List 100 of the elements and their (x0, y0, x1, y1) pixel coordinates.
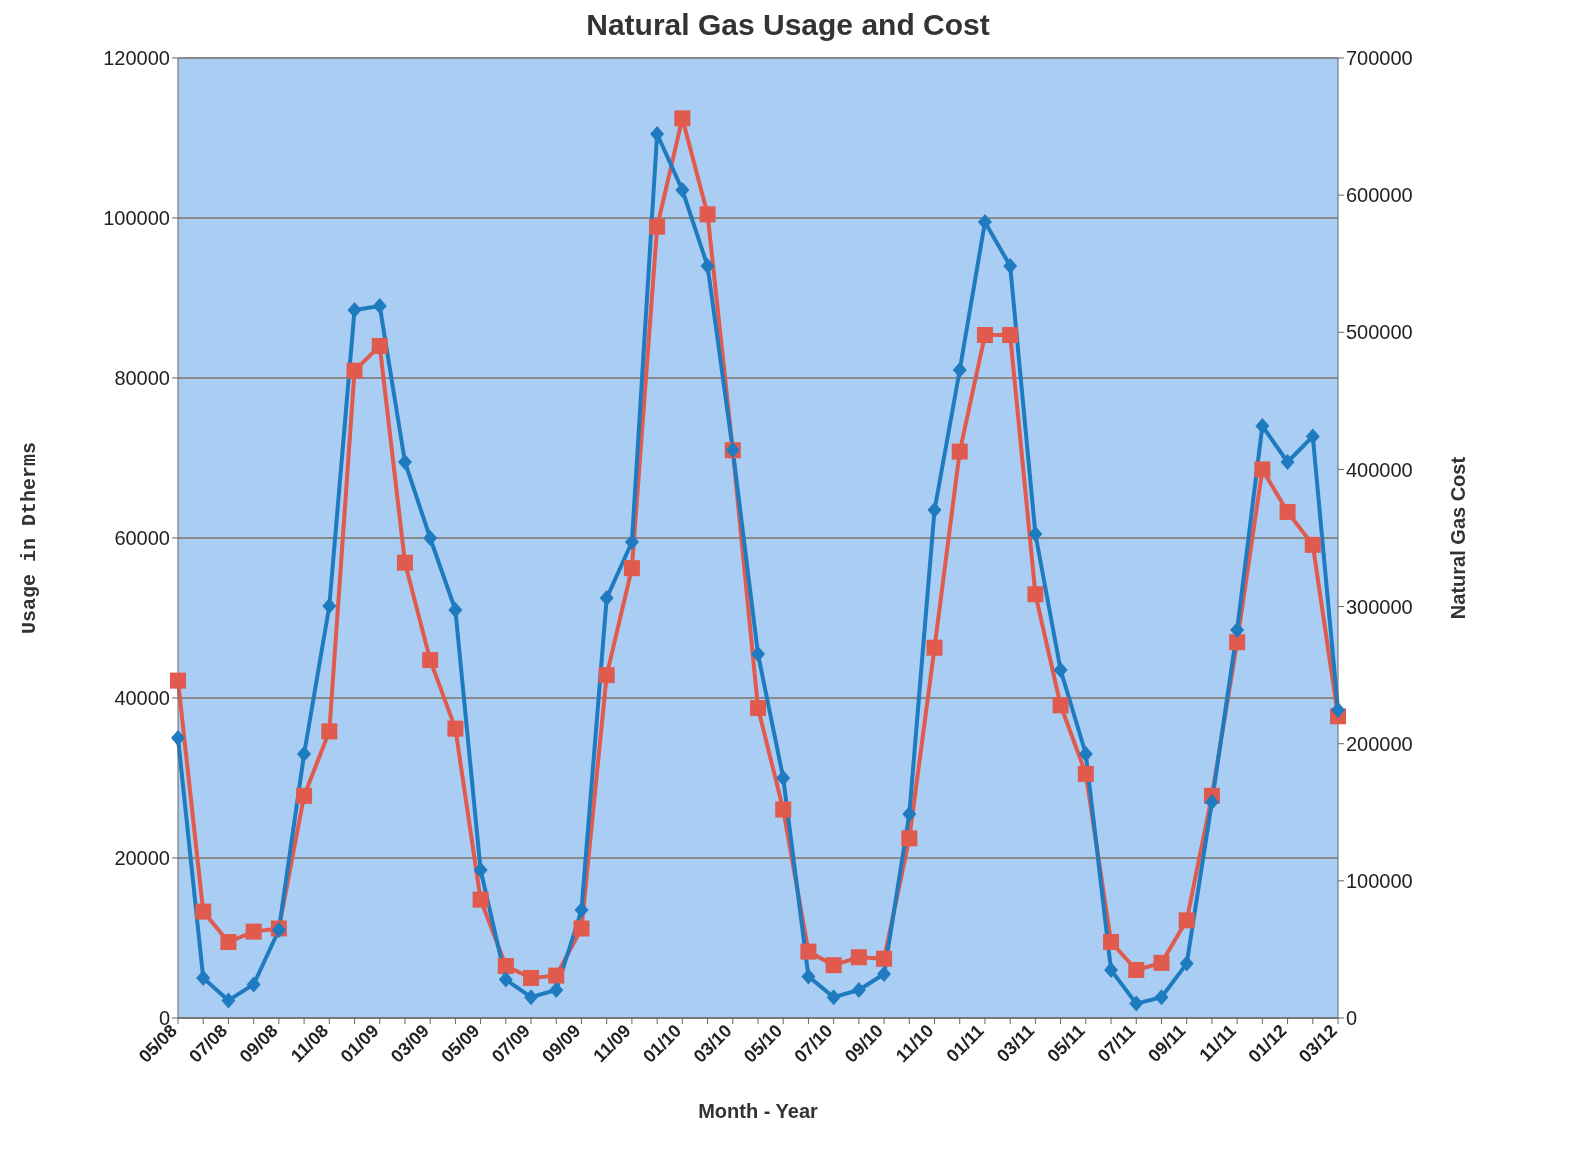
point (775, 801, 792, 818)
point (1003, 258, 1018, 274)
point (751, 646, 765, 662)
point (1304, 536, 1321, 553)
point (927, 502, 942, 518)
y2-tick-label: 200000 (1346, 732, 1413, 755)
point (649, 218, 666, 235)
point (524, 989, 539, 1006)
point (1078, 746, 1093, 762)
point (599, 590, 614, 606)
point (346, 362, 363, 379)
point (1028, 526, 1043, 542)
point (473, 862, 488, 878)
point (624, 534, 639, 550)
point (1104, 962, 1119, 978)
point (1204, 794, 1219, 810)
point (347, 302, 362, 318)
point (1331, 702, 1345, 718)
point (800, 943, 817, 960)
point (1255, 418, 1270, 434)
point (675, 182, 690, 198)
point (1128, 962, 1145, 978)
point (1229, 634, 1246, 651)
point (372, 298, 387, 314)
point (397, 454, 412, 470)
point (700, 258, 715, 274)
point (750, 700, 766, 717)
point (171, 730, 185, 746)
y2-tick-label: 0 (1346, 1007, 1358, 1030)
point (220, 934, 237, 951)
point (1279, 503, 1296, 520)
point (776, 770, 791, 786)
point (1179, 955, 1194, 972)
point (472, 891, 489, 908)
point (195, 903, 212, 920)
point (650, 126, 665, 142)
point (901, 830, 918, 847)
point (1230, 622, 1245, 638)
point (447, 720, 464, 737)
point (977, 214, 992, 230)
point (1077, 765, 1094, 782)
point (826, 989, 841, 1006)
point (371, 338, 388, 354)
point (246, 976, 261, 993)
y-tick-label: 40000 (114, 687, 170, 710)
point (423, 530, 438, 546)
point (296, 787, 313, 804)
x-axis-title: Month - Year (698, 1100, 819, 1122)
point (548, 967, 565, 984)
point (902, 806, 917, 822)
y2-tick-label: 500000 (1346, 321, 1413, 344)
point (221, 992, 236, 1009)
y2-axis-title: Natural Gas Cost (1447, 456, 1470, 620)
point (1027, 586, 1044, 603)
point (297, 746, 312, 762)
point (877, 966, 892, 982)
point (523, 969, 540, 986)
point (876, 950, 893, 967)
point (396, 554, 413, 571)
point (1280, 454, 1295, 470)
y2-tick-label: 700000 (1346, 47, 1413, 70)
point (598, 667, 615, 684)
point (952, 362, 967, 378)
y-tick-label: 100000 (103, 207, 170, 230)
point (196, 970, 211, 986)
point (1002, 327, 1019, 344)
point (422, 652, 439, 669)
point (497, 958, 514, 975)
point (498, 971, 513, 988)
point (623, 560, 640, 577)
y2-tick-label: 300000 (1346, 595, 1413, 618)
point (1178, 912, 1195, 929)
y-tick-label: 20000 (114, 847, 170, 870)
y-tick-label: 80000 (114, 367, 170, 390)
point (976, 327, 993, 344)
point (245, 923, 262, 940)
y-tick-label: 120000 (103, 47, 170, 70)
point (448, 602, 463, 618)
point (825, 957, 842, 974)
point (850, 949, 867, 966)
point (926, 639, 943, 656)
point (549, 982, 564, 998)
point (1052, 697, 1069, 714)
point (1254, 461, 1271, 478)
point (1305, 428, 1320, 445)
point (699, 206, 716, 223)
point (322, 598, 337, 614)
y-axis-title: Usage in Dtherms (18, 441, 42, 635)
point (170, 672, 186, 689)
point (1154, 989, 1169, 1006)
point (1129, 995, 1144, 1012)
point (851, 982, 866, 998)
y-tick-label: 60000 (114, 527, 170, 550)
chart-title: Natural Gas Usage and Cost (585, 8, 991, 42)
y2-tick-label: 600000 (1346, 184, 1413, 207)
point (951, 443, 968, 460)
point (1103, 934, 1120, 951)
point (801, 968, 816, 985)
point (574, 902, 589, 918)
point (573, 920, 590, 937)
